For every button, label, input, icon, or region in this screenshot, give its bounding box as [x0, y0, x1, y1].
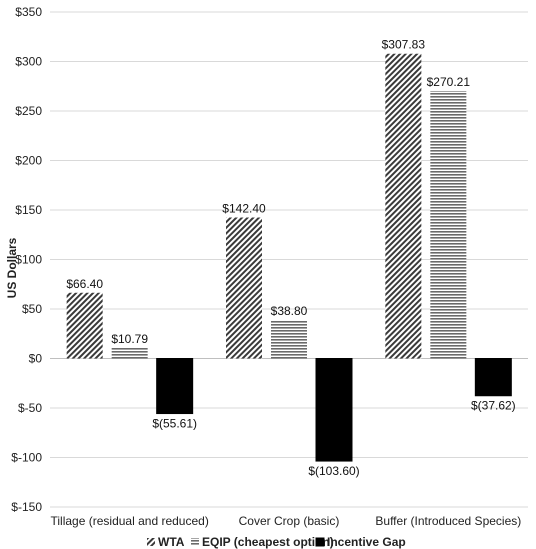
data-label: $10.79: [111, 332, 148, 346]
bar: [271, 320, 307, 359]
bar: [430, 90, 467, 359]
legend-label: WTA: [158, 535, 185, 549]
data-label: $(55.61): [152, 417, 197, 431]
bar: [474, 358, 512, 397]
y-tick-label: $250: [15, 104, 42, 118]
x-category-label: Buffer (Introduced Species): [375, 514, 521, 528]
x-category-label: Tillage (residual and reduced): [51, 514, 209, 528]
y-tick-label: $-50: [18, 401, 42, 415]
legend-swatch: [315, 537, 325, 547]
y-tick-label: $350: [15, 5, 42, 19]
legend-swatch: [191, 538, 199, 546]
data-label: $307.83: [382, 38, 426, 52]
y-axis: $-150 $-100 $-50 $0 $50 $100 $150 $200 $250 $300 $…: [11, 5, 42, 514]
data-label: $66.40: [66, 277, 103, 291]
y-tick-label: $300: [15, 55, 42, 69]
legend: WTA EQIP (cheapest option)Incentive Gap: [147, 535, 406, 549]
legend-label: Incentive Gap: [327, 535, 406, 549]
data-label: $(103.60): [308, 464, 359, 478]
data-label: $270.21: [427, 75, 471, 89]
x-category-label: Cover Crop (basic): [239, 514, 340, 528]
bar: [385, 53, 422, 359]
y-tick-label: $-100: [11, 451, 42, 465]
data-labels: $66.40 $10.79 $(55.61) $142.40 $38.80 $(103.6…: [66, 38, 515, 478]
y-tick-label: $150: [15, 203, 42, 217]
data-label: $142.40: [222, 202, 266, 216]
bars: [66, 53, 512, 462]
x-axis-categories: Tillage (residual and reduced) Cover Crop…: [51, 514, 522, 528]
bar: [156, 358, 194, 415]
y-tick-label: $100: [15, 253, 42, 267]
data-label: $(37.62): [471, 399, 516, 413]
y-tick-label: $-150: [11, 500, 42, 514]
bar: [315, 358, 353, 462]
bar: [111, 347, 148, 359]
y-tick-label: $200: [15, 154, 42, 168]
y-tick-label: $50: [22, 302, 42, 316]
legend-swatch: [147, 538, 155, 546]
y-tick-label: $0: [29, 352, 43, 366]
bar: [226, 217, 262, 359]
bar: [66, 292, 103, 359]
data-label: $38.80: [271, 304, 308, 318]
legend-label: EQIP (cheapest option): [202, 535, 334, 549]
y-axis-title: US Dollars: [5, 237, 19, 298]
